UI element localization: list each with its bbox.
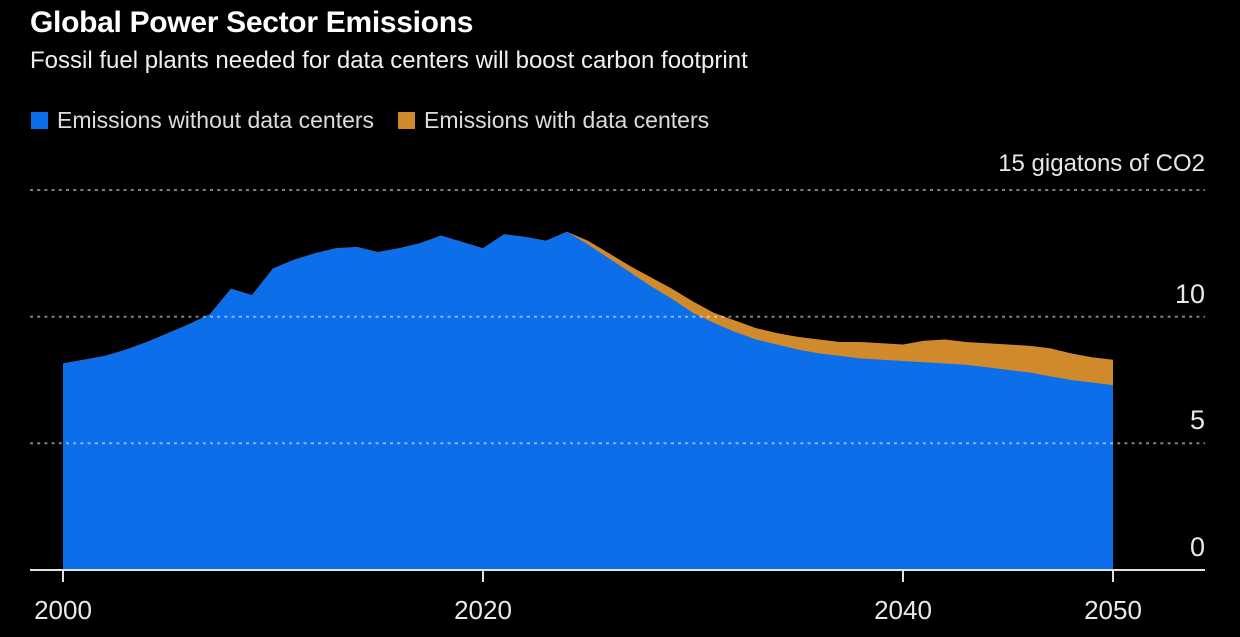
legend-label-without-data-centers: Emissions without data centers [57,107,375,133]
chart-title: Global Power Sector Emissions [30,6,474,39]
legend-swatch-blue-icon [31,112,48,129]
y-tick-label-5: 5 [1189,405,1205,436]
legend-swatch-orange-icon [398,112,416,129]
x-tick-label-2050: 2050 [1084,595,1142,625]
chart-subtitle: Fossil fuel plants needed for data cente… [30,47,748,74]
legend-label-with-data-centers: Emissions with data centers [424,107,710,133]
legend-item-without-data-centers: Emissions without data centers [31,107,374,134]
legend: Emissions without data centers Emissions… [31,107,709,134]
x-tick-label-2000: 2000 [34,595,92,625]
area-without-data-centers [63,231,1113,571]
legend-item-with-data-centers: Emissions with data centers [398,107,709,134]
x-tick-label-2040: 2040 [874,595,932,625]
x-tick-label-2020: 2020 [454,595,512,625]
y-tick-label-0: 0 [1189,532,1205,562]
y-axis-unit-label: 15 gigatons of CO2 [998,150,1205,177]
y-tick-label-10: 10 [1174,278,1205,309]
